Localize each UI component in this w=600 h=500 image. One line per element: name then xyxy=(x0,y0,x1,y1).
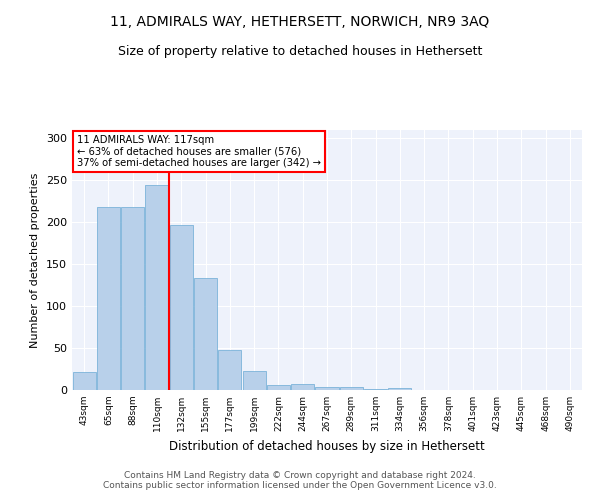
Bar xyxy=(267,385,290,390)
Bar xyxy=(242,370,266,390)
Bar xyxy=(121,207,144,390)
Text: Contains HM Land Registry data © Crown copyright and database right 2024.
Contai: Contains HM Land Registry data © Crown c… xyxy=(103,470,497,490)
Text: 11, ADMIRALS WAY, HETHERSETT, NORWICH, NR9 3AQ: 11, ADMIRALS WAY, HETHERSETT, NORWICH, N… xyxy=(110,15,490,29)
Bar xyxy=(97,207,120,390)
Bar xyxy=(145,184,169,390)
Bar xyxy=(170,225,193,390)
Bar xyxy=(316,386,338,390)
Text: Size of property relative to detached houses in Hethersett: Size of property relative to detached ho… xyxy=(118,45,482,58)
Bar xyxy=(194,278,217,390)
Bar xyxy=(218,350,241,390)
Text: 11 ADMIRALS WAY: 117sqm
← 63% of detached houses are smaller (576)
37% of semi-d: 11 ADMIRALS WAY: 117sqm ← 63% of detache… xyxy=(77,135,321,168)
Y-axis label: Number of detached properties: Number of detached properties xyxy=(31,172,40,348)
X-axis label: Distribution of detached houses by size in Hethersett: Distribution of detached houses by size … xyxy=(169,440,485,452)
Bar xyxy=(388,388,412,390)
Bar xyxy=(73,372,95,390)
Bar xyxy=(291,384,314,390)
Bar xyxy=(364,389,387,390)
Bar xyxy=(340,388,363,390)
